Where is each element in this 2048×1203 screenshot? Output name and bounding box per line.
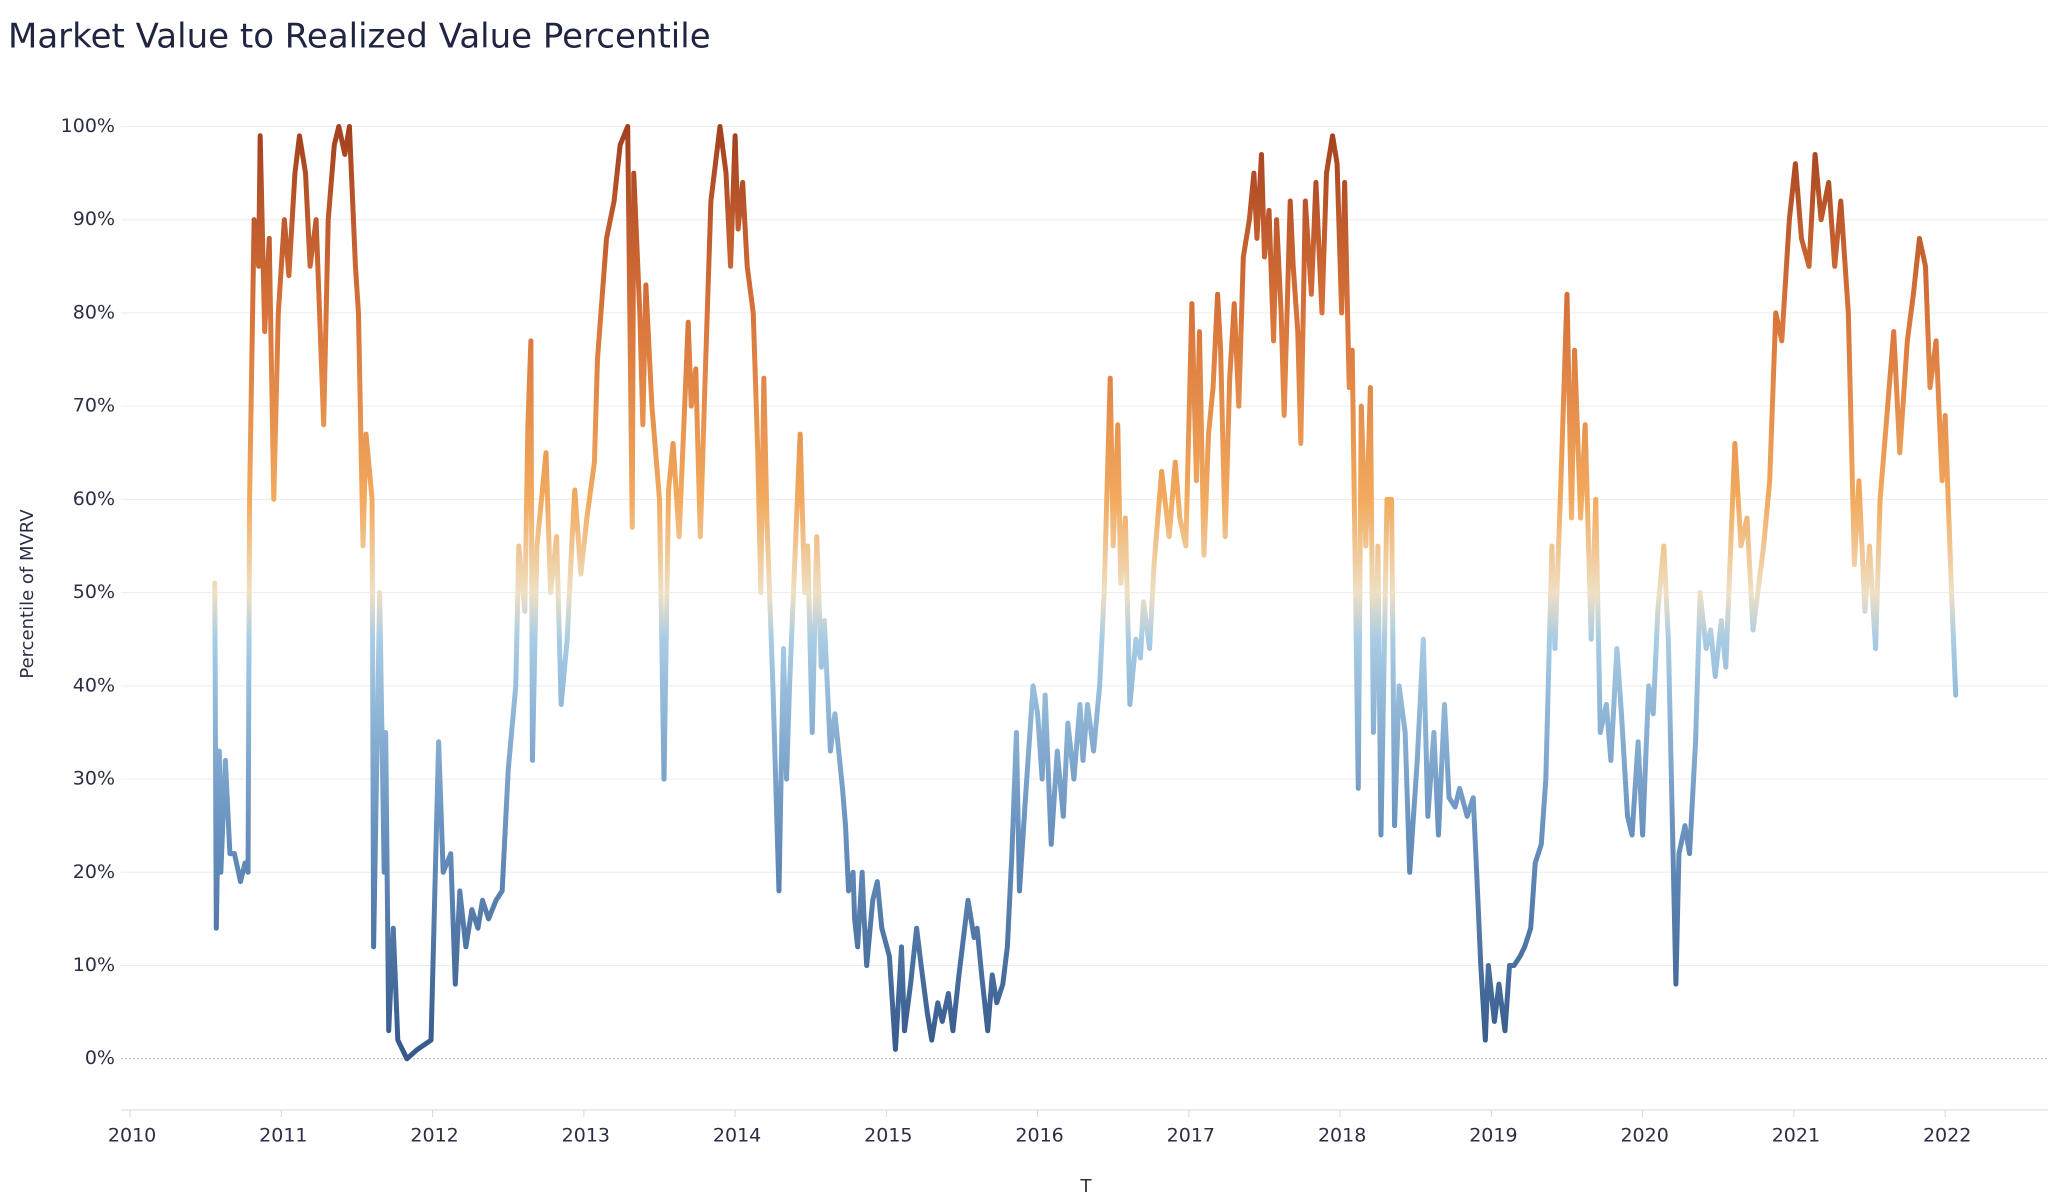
x-tick-label: 2015 (864, 1125, 912, 1147)
y-tick-label: 30% (73, 768, 115, 790)
x-tick-label: 2016 (1015, 1125, 1063, 1147)
chart-title: Market Value to Realized Value Percentil… (8, 17, 711, 57)
y-tick-label: 90% (73, 208, 115, 230)
y-tick-label: 60% (73, 488, 115, 510)
x-axis-title: T (1080, 1176, 1093, 1197)
y-tick-label: 20% (73, 861, 115, 883)
data-line (212, 123, 1959, 1062)
x-tick-label: 2018 (1318, 1125, 1366, 1147)
x-tick-label: 2021 (1772, 1125, 1820, 1147)
x-tick-label: 2022 (1923, 1125, 1971, 1147)
y-tick-label: 50% (73, 581, 115, 603)
y-tick-label: 100% (61, 115, 115, 137)
y-tick-label: 40% (73, 674, 115, 696)
x-tick-label: 2019 (1469, 1125, 1517, 1147)
y-tick-label: 0% (85, 1047, 115, 1069)
x-tick-label: 2017 (1167, 1125, 1215, 1147)
y-axis-title: Percentile of MVRV (17, 509, 38, 679)
x-tick-label: 2012 (410, 1125, 458, 1147)
x-tick-label: 2010 (108, 1125, 156, 1147)
y-tick-label: 70% (73, 395, 115, 417)
x-tick-label: 2013 (562, 1125, 610, 1147)
x-tick-label: 2020 (1620, 1125, 1668, 1147)
x-tick-label: 2014 (713, 1125, 761, 1147)
y-tick-label: 80% (73, 301, 115, 323)
y-tick-label: 10% (73, 954, 115, 976)
x-tick-label: 2011 (259, 1125, 307, 1147)
